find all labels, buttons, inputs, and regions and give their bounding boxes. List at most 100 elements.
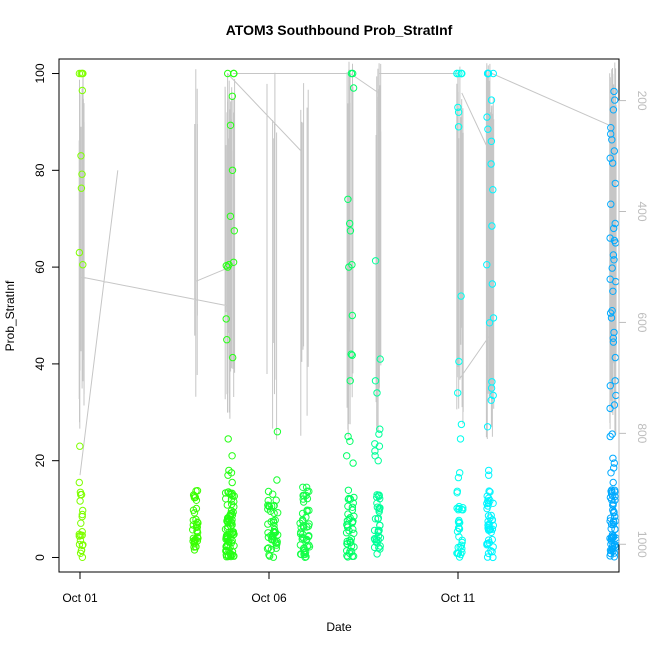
data-point: [223, 501, 232, 509]
data-point: [607, 537, 616, 545]
data-point: [458, 538, 466, 547]
data-point: [78, 170, 86, 178]
data-point: [269, 553, 278, 561]
data-point: [453, 527, 462, 536]
data-point: [487, 396, 495, 404]
data-point: [305, 506, 313, 515]
data-point: [347, 350, 355, 358]
data-point: [348, 503, 357, 511]
data-point: [345, 549, 354, 557]
data-point: [485, 539, 493, 547]
data-point: [224, 534, 232, 542]
data-point: [344, 432, 352, 441]
data-point: [610, 147, 618, 155]
data-point: [349, 499, 357, 507]
data-point: [266, 552, 274, 560]
data-point: [349, 69, 357, 78]
data-point: [298, 516, 307, 524]
data-point: [229, 353, 237, 362]
data-point: [456, 435, 465, 443]
data-point: [375, 430, 383, 438]
data-point: [454, 524, 463, 532]
data-point: [610, 328, 618, 337]
data-point: [270, 525, 279, 534]
data-point: [190, 492, 199, 500]
data-point: [608, 430, 616, 438]
y2-tick-label: 1000: [635, 531, 649, 558]
data-point: [608, 496, 616, 504]
data-point: [78, 553, 87, 561]
data-point: [79, 506, 87, 515]
data-point: [344, 502, 352, 510]
data-point: [346, 377, 354, 385]
data-point: [374, 536, 382, 544]
data-point: [375, 491, 383, 499]
data-point: [301, 553, 309, 561]
data-point: [607, 520, 616, 529]
data-point: [301, 548, 310, 556]
data-point: [459, 504, 467, 512]
data-point: [607, 525, 615, 533]
data-point: [455, 69, 463, 78]
data-point: [610, 464, 618, 472]
data-point: [607, 469, 615, 477]
data-point: [272, 544, 280, 552]
data-point: [458, 536, 466, 544]
data-point: [299, 491, 307, 500]
data-point: [274, 509, 282, 517]
data-point: [273, 476, 281, 484]
data-point: [611, 377, 619, 385]
data-point: [485, 522, 493, 530]
chart-title: ATOM3 Southbound Prob_StratInf: [226, 22, 453, 38]
data-point: [190, 538, 199, 547]
data-point: [343, 452, 351, 460]
data-point: [77, 531, 85, 540]
data-point: [606, 234, 614, 242]
data-point: [607, 540, 615, 548]
data-point: [607, 314, 616, 322]
data-point: [456, 469, 464, 477]
data-point: [222, 262, 231, 270]
data-point: [296, 541, 305, 549]
data-point: [370, 526, 379, 535]
data-point: [222, 495, 230, 503]
data-point: [345, 494, 353, 503]
data-point: [227, 507, 236, 515]
data-point: [76, 536, 85, 545]
data-point: [273, 428, 282, 436]
data-point: [484, 512, 493, 520]
data-point: [348, 351, 356, 359]
data-point: [456, 518, 464, 527]
cluster-oct-12: [483, 69, 498, 562]
data-point: [189, 521, 198, 529]
data-point: [350, 529, 358, 537]
cluster-oct-03: [189, 487, 202, 554]
y2-tick-label: 400: [635, 201, 649, 221]
data-point: [484, 517, 492, 526]
y2-tick-label: 600: [635, 312, 649, 332]
data-point: [230, 227, 239, 235]
data-point: [376, 504, 384, 512]
data-point: [264, 544, 273, 552]
data-point: [223, 336, 231, 344]
data-point: [229, 508, 237, 516]
data-point: [269, 490, 277, 498]
data-point: [489, 69, 497, 78]
data-point: [230, 503, 238, 511]
data-point: [228, 92, 237, 101]
x-tick-label: Oct 06: [251, 591, 287, 605]
data-point: [346, 227, 355, 235]
data-point: [227, 550, 235, 558]
data-point: [606, 382, 614, 390]
pressure-profile-lines: [78, 61, 617, 476]
data-point: [485, 471, 493, 479]
data-point: [349, 84, 358, 92]
data-point: [488, 280, 496, 288]
data-point: [484, 521, 492, 529]
data-point: [371, 377, 380, 385]
data-point: [79, 261, 87, 269]
data-point: [224, 435, 232, 443]
data-point: [345, 263, 353, 271]
data-point: [227, 518, 235, 526]
data-point: [454, 506, 462, 514]
